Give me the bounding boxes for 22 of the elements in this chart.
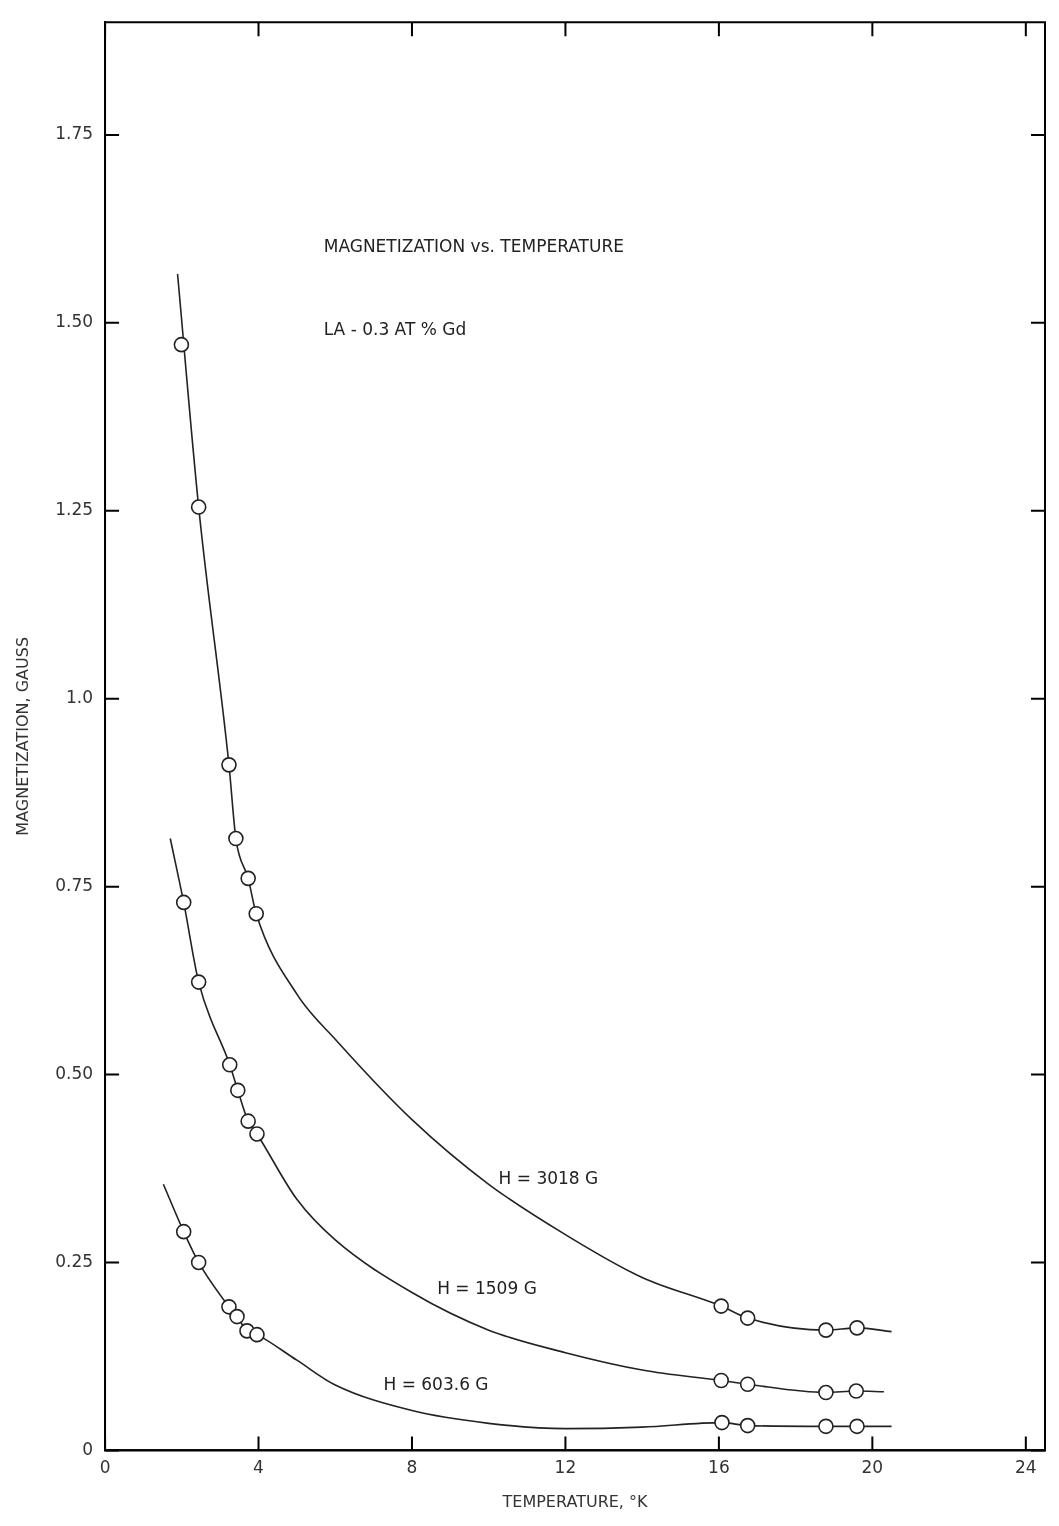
annotation: H = 1509 G [437, 1278, 537, 1299]
x-tick-label: 24 [1015, 1457, 1037, 1478]
y-tick-label: 1.75 [55, 123, 94, 144]
annotation: H = 3018 G [498, 1167, 599, 1188]
x-tick-label: 0 [99, 1457, 111, 1478]
x-tick-label: 12 [554, 1457, 577, 1478]
x-tick-label: 4 [253, 1457, 264, 1478]
y-tick-label: 0.50 [55, 1062, 94, 1083]
y-tick-label: 1.25 [55, 499, 94, 520]
y-tick-label: 1.50 [55, 311, 94, 332]
x-tick-label: 16 [708, 1457, 730, 1478]
x-axis-title: TEMPERATURE, °K [501, 1491, 649, 1511]
y-axis-title: MAGNETIZATION, GAUSS [12, 636, 32, 836]
x-tick-label: 8 [406, 1457, 418, 1478]
y-tick-label: 0 [82, 1438, 94, 1459]
y-tick-label: 0.75 [55, 875, 94, 896]
x-tick-label: 20 [861, 1457, 884, 1478]
y-tick-label: 0.25 [55, 1250, 94, 1271]
y-tick-label: 1.0 [66, 687, 94, 708]
annotation: H = 603.6 G [383, 1373, 489, 1394]
text: MAGNETIZATION vs. TEMPERATURE [323, 236, 624, 257]
text: LA - 0.3 AT % Gd [323, 318, 467, 339]
